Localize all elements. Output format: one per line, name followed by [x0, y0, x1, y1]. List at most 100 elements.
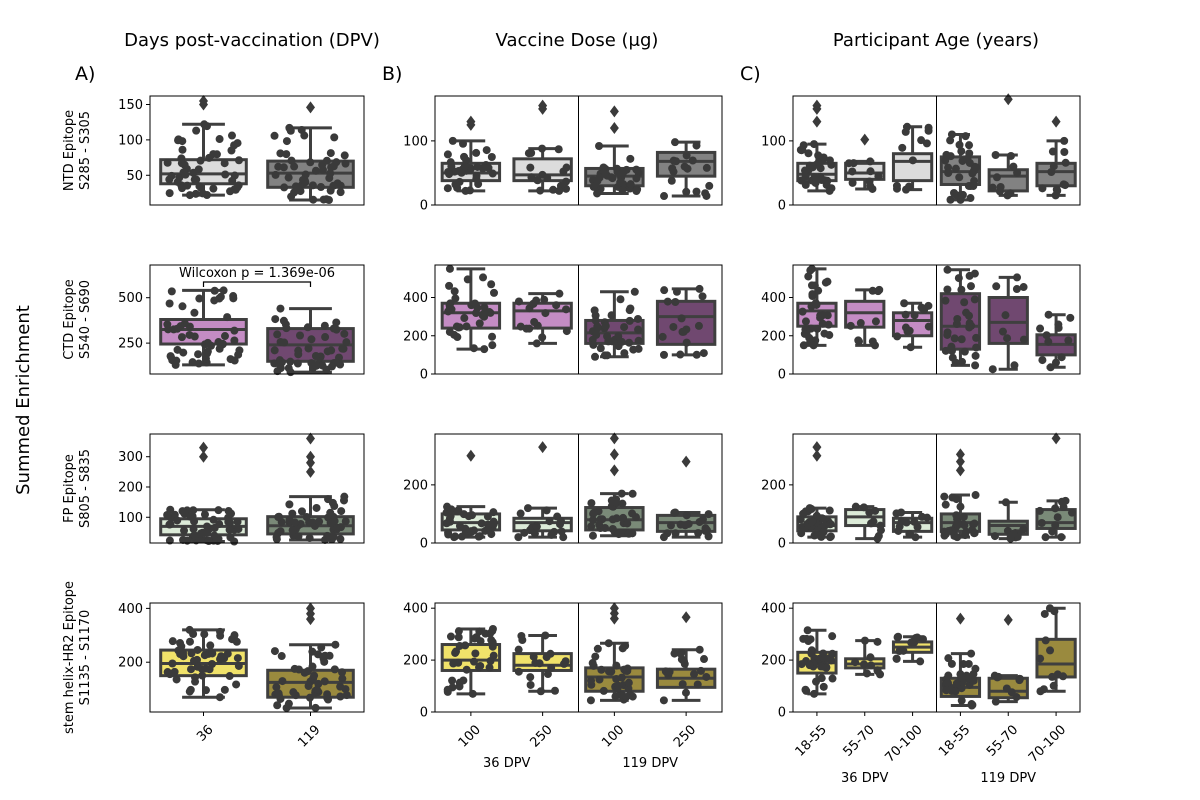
data-point — [220, 159, 229, 168]
data-point — [483, 512, 492, 521]
data-point — [472, 174, 481, 183]
data-point — [1019, 525, 1028, 534]
outlier-point — [1051, 432, 1061, 445]
data-point — [311, 166, 320, 175]
data-point — [966, 194, 975, 203]
data-point — [1019, 335, 1028, 344]
data-point — [235, 346, 244, 355]
data-point — [900, 299, 909, 308]
data-point — [471, 649, 480, 658]
data-point — [217, 652, 226, 661]
data-point — [233, 654, 242, 663]
data-point — [1012, 285, 1021, 294]
data-point — [202, 190, 211, 199]
data-point — [971, 361, 980, 370]
data-point — [215, 135, 224, 144]
data-point — [487, 530, 496, 539]
data-point — [308, 647, 317, 656]
data-point — [621, 666, 630, 675]
data-point — [944, 654, 953, 663]
row-label-range: S1135 - S1170 — [78, 610, 93, 706]
box-plot — [796, 626, 838, 698]
data-point — [475, 663, 484, 672]
data-point — [532, 339, 541, 348]
data-point — [953, 533, 962, 542]
data-point — [330, 502, 339, 511]
data-point — [702, 526, 711, 535]
data-point — [670, 649, 679, 658]
data-point — [538, 144, 547, 153]
data-point — [860, 636, 869, 645]
data-point — [168, 659, 177, 668]
data-point — [817, 674, 826, 683]
data-point — [205, 153, 214, 162]
data-point — [949, 189, 958, 198]
data-point — [1037, 518, 1046, 527]
data-point — [626, 180, 635, 189]
data-point — [489, 508, 498, 517]
data-point — [964, 659, 973, 668]
data-point — [805, 661, 814, 670]
data-point — [591, 652, 600, 661]
data-point — [321, 333, 330, 342]
data-point — [944, 169, 953, 178]
data-point — [209, 515, 218, 524]
data-point — [892, 654, 901, 663]
data-point — [189, 506, 198, 515]
data-point — [326, 508, 335, 517]
data-point — [320, 677, 329, 686]
data-point — [692, 350, 701, 359]
data-point — [965, 141, 974, 150]
data-point — [608, 515, 617, 524]
box-plot — [512, 99, 573, 195]
data-point — [546, 649, 555, 658]
data-point — [489, 517, 498, 526]
data-point — [541, 309, 550, 318]
y-tick-label: 0 — [420, 706, 428, 721]
box-plot — [440, 624, 502, 698]
data-point — [970, 519, 979, 528]
data-point — [189, 525, 198, 534]
data-point — [875, 285, 884, 294]
data-point — [988, 365, 997, 374]
data-point — [797, 176, 806, 185]
data-point — [828, 674, 837, 683]
data-point — [809, 341, 818, 350]
data-point — [304, 344, 313, 353]
data-point — [589, 182, 598, 191]
data-point — [176, 322, 185, 331]
data-point — [1036, 654, 1045, 663]
data-point — [672, 287, 681, 296]
data-point — [893, 332, 902, 341]
data-point — [234, 661, 243, 670]
box-plot — [891, 122, 934, 194]
data-point — [871, 506, 880, 515]
data-point — [163, 320, 172, 329]
y-tick-label: 400 — [118, 602, 143, 617]
data-point — [898, 143, 907, 152]
data-point — [1009, 162, 1018, 171]
data-point — [527, 173, 536, 182]
data-point — [797, 660, 806, 669]
outlier-point — [609, 432, 619, 445]
data-point — [514, 533, 523, 542]
data-point — [876, 521, 885, 530]
data-point — [859, 660, 868, 669]
data-point — [862, 669, 871, 678]
data-point — [454, 506, 463, 515]
data-point — [901, 323, 910, 332]
data-point — [203, 528, 212, 537]
y-tick-label: 200 — [761, 478, 786, 493]
data-point — [908, 156, 917, 165]
data-point — [866, 653, 875, 662]
x-tick-label: 100 — [456, 722, 484, 750]
data-point — [191, 531, 200, 540]
axes-frame — [792, 602, 1081, 713]
data-point — [526, 673, 535, 682]
data-point — [183, 181, 192, 190]
data-point — [443, 184, 452, 193]
panel-label-c: C) — [740, 63, 761, 85]
data-point — [967, 701, 976, 710]
box-plot — [891, 299, 934, 352]
